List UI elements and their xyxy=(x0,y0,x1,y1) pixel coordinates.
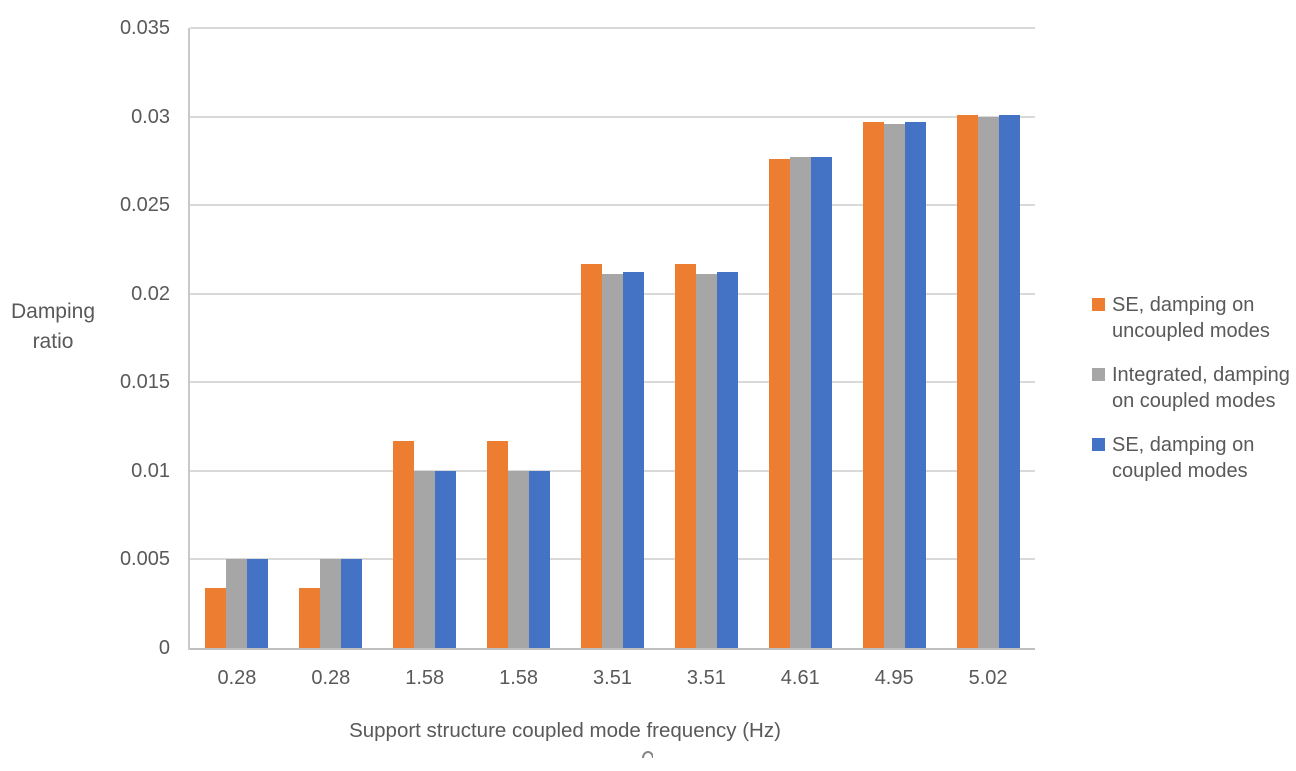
bar-series1-cat2 xyxy=(299,587,321,648)
y-tick-label: 0.005 xyxy=(119,548,170,571)
legend-item-2: Integrated, damping on coupled modes xyxy=(1092,362,1292,414)
x-tick-label: 4.95 xyxy=(874,667,914,689)
bar-series2-cat1 xyxy=(226,559,248,648)
y-tick-label: 0.035 xyxy=(119,17,170,39)
plot-area xyxy=(190,27,1035,648)
bar-series3-cat1 xyxy=(247,559,269,648)
gridline xyxy=(190,27,1035,29)
gridline xyxy=(190,115,1035,118)
bar-series3-cat2 xyxy=(341,559,363,648)
legend-label: SE, damping on uncoupled modes xyxy=(1112,294,1270,342)
bar-series2-cat9 xyxy=(977,116,999,648)
bar-series1-cat9 xyxy=(956,114,978,648)
x-tick-label: 5.02 xyxy=(968,667,1008,689)
bar-series1-cat1 xyxy=(205,587,227,648)
y-axis-line xyxy=(188,28,190,650)
legend-swatch-icon xyxy=(1092,368,1105,381)
x-axis-line xyxy=(190,648,1035,650)
x-axis-title: Support structure coupled mode frequency… xyxy=(349,719,781,742)
bar-series3-cat8 xyxy=(904,121,926,648)
legend-label: SE, damping on coupled modes xyxy=(1112,434,1255,482)
bar-series2-cat4 xyxy=(508,470,530,648)
y-tick-label: 0.01 xyxy=(131,459,170,482)
legend-item-1: SE, damping on uncoupled modes xyxy=(1092,292,1292,344)
gridline xyxy=(190,204,1035,207)
x-tick-label: 0.28 xyxy=(311,667,351,689)
bar-series3-cat7 xyxy=(810,157,832,648)
bar-series1-cat4 xyxy=(487,440,509,648)
bar-series2-cat7 xyxy=(789,157,811,648)
bar-series3-cat5 xyxy=(623,272,644,648)
bar-series2-cat8 xyxy=(883,123,905,648)
bar-series3-cat3 xyxy=(435,470,457,648)
legend-swatch-icon xyxy=(1092,438,1105,451)
bar-series3-cat6 xyxy=(716,272,738,648)
x-tick-label: 4.61 xyxy=(780,667,820,689)
bar-series1-cat5 xyxy=(581,263,602,648)
x-tick-label: 3.51 xyxy=(593,667,632,689)
bar-series3-cat4 xyxy=(529,470,551,648)
bar-series3-cat9 xyxy=(998,114,1020,648)
bar-series2-cat6 xyxy=(695,274,717,648)
bar-series2-cat5 xyxy=(602,274,623,648)
chart-legend: SE, damping on uncoupled modes Integrated… xyxy=(1092,292,1292,502)
legend-item-3: SE, damping on coupled modes xyxy=(1092,432,1292,484)
y-tick-label: 0.03 xyxy=(131,105,170,128)
x-tick-label: 0.28 xyxy=(217,667,257,689)
bar-series2-cat3 xyxy=(414,470,436,648)
legend-label: Integrated, damping on coupled modes xyxy=(1112,364,1290,412)
x-tick-label: 3.51 xyxy=(686,667,726,689)
cropped-text-fragment xyxy=(641,751,653,758)
bar-series2-cat2 xyxy=(320,559,342,648)
y-tick-label: 0 xyxy=(158,637,170,659)
y-tick-label: 0.02 xyxy=(131,282,170,305)
legend-swatch-icon xyxy=(1092,298,1105,311)
y-tick-label: 0.015 xyxy=(119,371,170,394)
bar-series1-cat7 xyxy=(768,159,790,648)
bar-series1-cat6 xyxy=(674,263,696,648)
x-tick-label: 1.58 xyxy=(405,667,445,689)
y-axis-title: Damping ratio xyxy=(10,300,96,353)
bar-series1-cat3 xyxy=(393,440,415,648)
y-tick-label: 0.025 xyxy=(119,194,170,217)
x-tick-label: 1.58 xyxy=(499,667,539,689)
bar-series1-cat8 xyxy=(862,121,884,648)
